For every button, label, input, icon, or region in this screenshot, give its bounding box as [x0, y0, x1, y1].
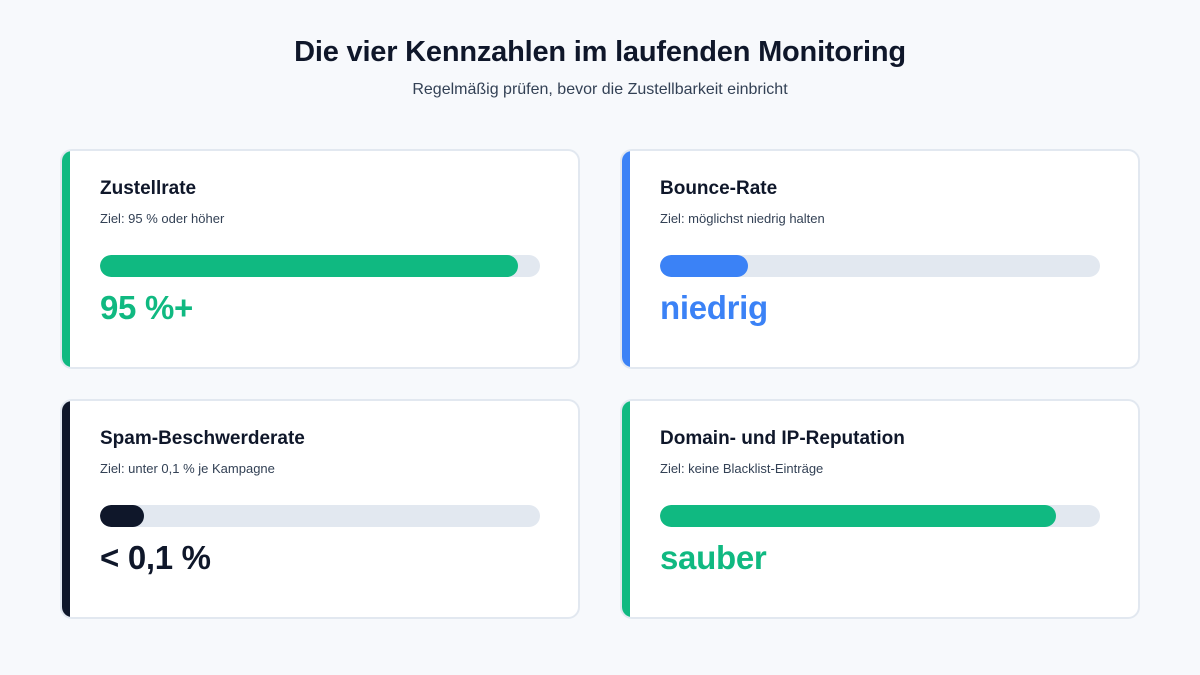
progress-fill — [100, 255, 518, 277]
metric-card-spam-complaint-rate: Spam-Beschwerderate Ziel: unter 0,1 % je… — [60, 399, 580, 619]
progress-track — [660, 505, 1100, 527]
card-target: Ziel: keine Blacklist-Einträge — [660, 461, 824, 476]
metric-card-domain-ip-reputation: Domain- und IP-Reputation Ziel: keine Bl… — [620, 399, 1140, 619]
metric-card-delivery-rate: Zustellrate Ziel: 95 % oder höher 95 %+ — [60, 149, 580, 369]
card-title: Domain- und IP-Reputation — [660, 428, 905, 449]
card-title: Zustellrate — [100, 178, 197, 199]
card-target: Ziel: 95 % oder höher — [100, 211, 225, 226]
card-title: Spam-Beschwerderate — [100, 428, 305, 449]
progress-track — [660, 255, 1100, 277]
card-value: < 0,1 % — [100, 539, 211, 576]
card-target: Ziel: möglichst niedrig halten — [660, 211, 825, 226]
progress-track — [100, 505, 540, 527]
card-title: Bounce-Rate — [660, 178, 778, 199]
card-value: niedrig — [660, 289, 768, 326]
progress-track — [100, 255, 540, 277]
card-target: Ziel: unter 0,1 % je Kampagne — [100, 461, 275, 476]
card-accent-bar — [62, 151, 70, 367]
progress-fill — [100, 505, 144, 527]
progress-fill — [660, 255, 748, 277]
card-accent-bar — [622, 401, 630, 617]
page-title: Die vier Kennzahlen im laufenden Monitor… — [294, 36, 906, 68]
page-subtitle: Regelmäßig prüfen, bevor die Zustellbark… — [412, 81, 788, 98]
card-accent-bar — [622, 151, 630, 367]
card-value: 95 %+ — [100, 289, 193, 326]
card-accent-bar — [62, 401, 70, 617]
progress-fill — [660, 505, 1056, 527]
card-value: sauber — [660, 539, 767, 576]
metric-card-bounce-rate: Bounce-Rate Ziel: möglichst niedrig halt… — [620, 149, 1140, 369]
